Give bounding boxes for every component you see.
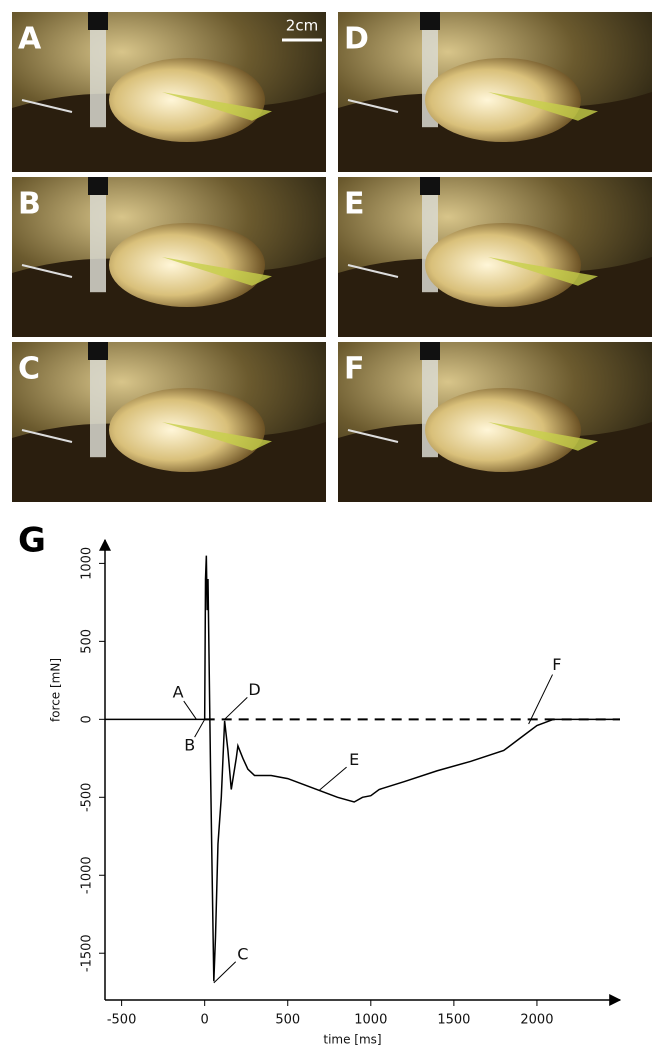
y-tick-label: 0 bbox=[80, 715, 95, 723]
photo-panel: D bbox=[338, 12, 652, 172]
annotation-leader bbox=[183, 700, 197, 720]
frog-stripe bbox=[488, 257, 598, 286]
photo-panel: F bbox=[338, 342, 652, 502]
rod bbox=[90, 177, 106, 293]
frog bbox=[425, 223, 581, 307]
scale-bar-label: 2cm bbox=[286, 17, 318, 35]
panel-label: C bbox=[18, 352, 40, 387]
cricket bbox=[347, 429, 399, 443]
annotation-leader bbox=[213, 961, 237, 984]
x-tick-label: 500 bbox=[275, 1013, 300, 1028]
frog-stripe bbox=[488, 92, 598, 121]
photo-panel: B bbox=[12, 177, 326, 337]
rod-top bbox=[420, 12, 440, 30]
panel-label: A bbox=[18, 22, 42, 57]
rod-top bbox=[88, 177, 108, 195]
x-tick-label: -500 bbox=[107, 1013, 137, 1028]
rod-top bbox=[420, 342, 440, 360]
photo-panel: E bbox=[338, 177, 652, 337]
cricket bbox=[347, 99, 399, 113]
panel-label: D bbox=[344, 22, 369, 57]
frog bbox=[425, 388, 581, 472]
x-tick-label: 1500 bbox=[437, 1013, 470, 1028]
annotation: B bbox=[184, 735, 195, 754]
rod-top bbox=[420, 177, 440, 195]
cricket bbox=[21, 429, 73, 443]
x-tick-label: 1000 bbox=[354, 1013, 387, 1028]
cricket bbox=[347, 264, 399, 278]
panel-label: F bbox=[344, 352, 365, 387]
rod-top bbox=[88, 342, 108, 360]
frog-stripe bbox=[488, 422, 598, 451]
photo-panel: C bbox=[12, 342, 326, 502]
annotation: F bbox=[552, 655, 561, 674]
y-tick-label: 1000 bbox=[80, 547, 95, 580]
frog-stripe bbox=[162, 92, 272, 121]
panel-label: B bbox=[18, 187, 41, 222]
annotation: E bbox=[349, 750, 359, 769]
rod bbox=[90, 342, 106, 458]
x-axis-label: time [ms] bbox=[323, 1033, 381, 1047]
annotation: A bbox=[173, 682, 184, 701]
y-axis-label: force [mN] bbox=[49, 658, 63, 722]
y-tick-label: -1000 bbox=[80, 856, 95, 894]
x-tick-label: 0 bbox=[201, 1013, 209, 1028]
rod bbox=[90, 12, 106, 128]
annotation-leader bbox=[224, 697, 248, 720]
cricket bbox=[21, 99, 73, 113]
annotation: C bbox=[237, 944, 248, 963]
y-tick-label: 500 bbox=[80, 629, 95, 654]
x-tick-label: 2000 bbox=[520, 1013, 553, 1028]
y-tick-label: -500 bbox=[80, 783, 95, 813]
figure-label: G bbox=[18, 521, 46, 561]
y-tick-label: -1500 bbox=[80, 934, 95, 972]
annotation: D bbox=[248, 680, 260, 699]
annotation-leader bbox=[528, 674, 553, 725]
force-trace bbox=[105, 555, 620, 982]
frog-stripe bbox=[162, 257, 272, 286]
frog bbox=[425, 58, 581, 142]
annotation-leader bbox=[318, 766, 347, 791]
frog-stripe bbox=[162, 422, 272, 451]
photo-panel: A 2cm bbox=[12, 12, 326, 172]
rod-top bbox=[88, 12, 108, 30]
cricket bbox=[21, 264, 73, 278]
panel-label: E bbox=[344, 187, 365, 222]
annotation-leader bbox=[194, 719, 206, 738]
